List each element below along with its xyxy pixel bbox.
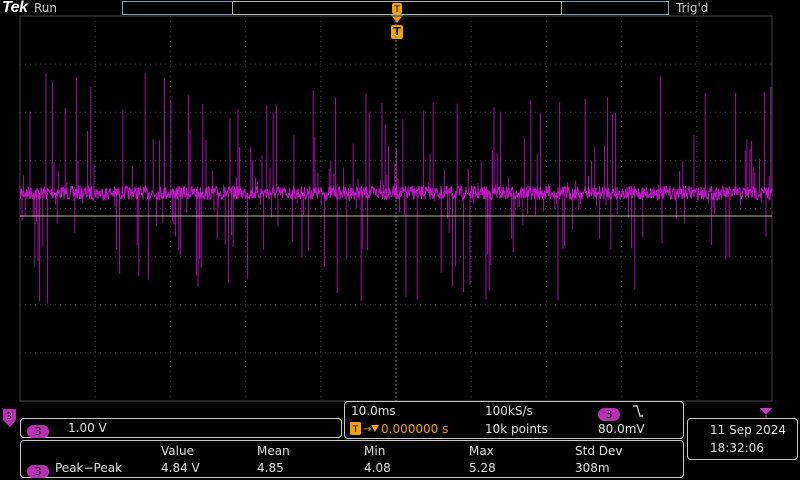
trigger-marker[interactable]: T: [391, 25, 403, 39]
trigger-level-marker-icon[interactable]: [760, 406, 772, 418]
measurement-min: 4.08: [364, 461, 391, 475]
measurement-value: 4.84 V: [161, 461, 200, 475]
date: 11 Sep 2024: [710, 423, 787, 437]
trigger-delay: 0.000000 s: [381, 422, 449, 436]
measurement-panel[interactable]: Value Mean Min Max Std Dev 3 Peak−Peak 4…: [20, 440, 684, 478]
measurement-mean: 4.85: [257, 461, 284, 475]
graticule-grid: [20, 16, 772, 401]
sample-rate: 100kS/s: [485, 404, 533, 418]
measurement-max: 5.28: [469, 461, 496, 475]
channel-badge: 3: [27, 425, 49, 438]
tek-logo: Tek: [2, 0, 28, 16]
time: 18:32:06: [710, 441, 764, 455]
datetime-readout: 11 Sep 2024 18:32:06: [687, 418, 798, 460]
measurement-name: Peak−Peak: [55, 461, 123, 475]
channel-3-ground-marker[interactable]: 3: [2, 408, 20, 430]
trigger-status: Trig'd: [676, 1, 709, 15]
svg-text:T: T: [352, 425, 359, 435]
trigger-delay-icon: T →: [350, 422, 379, 435]
measurement-std-dev: 308m: [575, 461, 610, 475]
timebase-trigger-readout[interactable]: 10.0ms 100kS/s 3 T → 0.000000 s 10k poin…: [344, 401, 684, 439]
horizontal-scale: 10.0ms: [351, 404, 396, 418]
trigger-level: 80.0mV: [598, 422, 645, 436]
falling-edge-icon: [633, 405, 643, 417]
measurement-header-mean: Mean: [257, 444, 290, 458]
run-state[interactable]: Run: [34, 1, 58, 15]
measurement-header-std-dev: Std Dev: [575, 444, 623, 458]
trigger-position-icon[interactable]: T: [389, 3, 405, 25]
measurement-header-min: Min: [364, 444, 386, 458]
channel-3-waveform: [19, 72, 773, 304]
measurement-header-max: Max: [469, 444, 494, 458]
trigger-source-badge: 3: [598, 408, 620, 421]
measurement-header-value: Value: [161, 444, 194, 458]
record-length: 10k points: [485, 422, 548, 436]
channel-scale-readout[interactable]: 3 1.00 V: [20, 418, 342, 438]
svg-text:→: →: [363, 424, 371, 435]
svg-text:T: T: [393, 5, 400, 15]
measurement-channel-badge: 3: [27, 465, 49, 478]
svg-text:3: 3: [6, 412, 12, 422]
record-view-window[interactable]: [232, 1, 562, 15]
channel-scale: 1.00 V: [68, 421, 107, 435]
